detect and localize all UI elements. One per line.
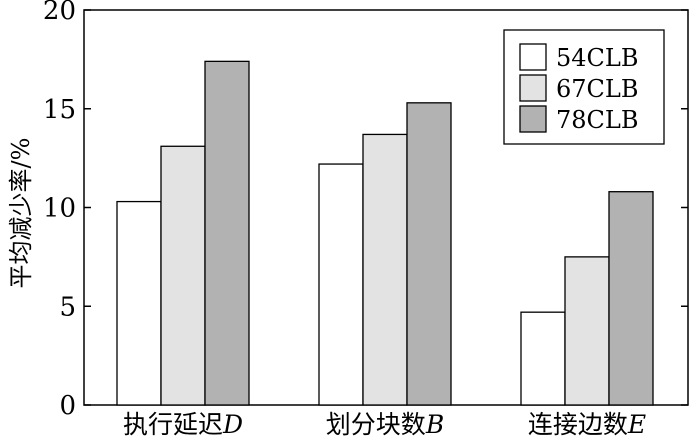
y-tick-label: 5 xyxy=(59,292,76,322)
bar-54CLB-1 xyxy=(318,163,364,406)
legend: 54CLB 67CLB 78CLB xyxy=(503,29,665,145)
y-ticks: 0 5 10 15 20 xyxy=(43,0,688,421)
bar-78CLB-0 xyxy=(204,60,250,406)
x-tick-label: 划分块数B xyxy=(326,410,444,439)
bar-67CLB-1 xyxy=(362,133,408,406)
bar-67CLB-2 xyxy=(564,256,610,406)
x-tick-label: 连接边数E xyxy=(528,410,646,439)
bar-67CLB-0 xyxy=(160,145,206,406)
legend-swatch xyxy=(519,74,547,102)
bars xyxy=(116,60,654,406)
legend-label: 78CLB xyxy=(556,106,638,134)
bar-78CLB-2 xyxy=(608,191,654,406)
y-axis-label: 平均减少率/% xyxy=(7,138,35,289)
legend-swatch xyxy=(519,43,547,71)
x-tick-labels: 执行延迟D 划分块数B 连接边数E xyxy=(123,410,646,439)
legend-swatch xyxy=(519,105,547,133)
legend-label: 67CLB xyxy=(556,75,638,103)
bar-54CLB-2 xyxy=(520,311,566,406)
y-tick-label: 15 xyxy=(43,95,76,125)
legend-label: 54CLB xyxy=(556,44,638,72)
y-tick-label: 20 xyxy=(43,0,76,26)
x-tick-label: 执行延迟D xyxy=(123,410,243,439)
bar-54CLB-0 xyxy=(116,200,162,406)
bar-78CLB-1 xyxy=(406,102,452,406)
y-tick-label: 0 xyxy=(59,391,76,421)
y-tick-label: 10 xyxy=(43,194,76,224)
